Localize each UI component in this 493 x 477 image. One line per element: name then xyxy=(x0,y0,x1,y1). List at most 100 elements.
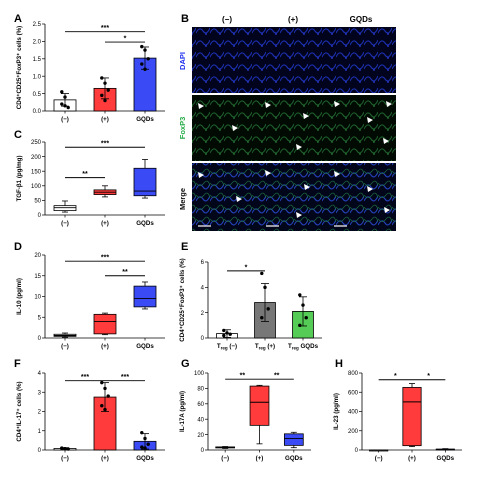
data-point xyxy=(143,436,147,441)
y-tick-label: 4 xyxy=(38,371,42,377)
x-tick-label-rest: GQDs xyxy=(299,343,319,350)
x-tick-label-sub: reg xyxy=(259,346,266,351)
y-axis-label: IL-10 (pg/ml) xyxy=(16,278,23,315)
micrograph-col-label-pos: (+) xyxy=(288,15,298,24)
y-tick-label: 200 xyxy=(348,429,359,435)
arrowhead-marker xyxy=(334,101,340,107)
y-tick-label: 800 xyxy=(348,371,359,377)
data-point xyxy=(103,407,107,412)
arrowhead-marker xyxy=(367,117,373,123)
y-tick-label: 0 xyxy=(38,448,42,454)
arrowhead-marker xyxy=(367,186,373,192)
y-axis-label: CD4⁺CD25⁺FoxP3⁺ cells (%) xyxy=(16,26,23,109)
data-point xyxy=(60,102,64,106)
data-point xyxy=(263,285,267,290)
y-tick-label: 400 xyxy=(348,410,359,416)
arrowhead-marker xyxy=(198,103,204,109)
charts-layer: 0.0 0.5 1.0 1.5 2.0 2.5 CD4⁺CD25⁺FoxP3⁺ cells … xyxy=(16,22,462,462)
panel-letter-a: A xyxy=(14,13,22,25)
x-tick-label: (−) xyxy=(61,343,69,350)
box-1 xyxy=(93,313,117,335)
box-2 xyxy=(133,167,157,197)
arrowhead-marker xyxy=(303,113,309,119)
arrowhead-marker xyxy=(236,196,242,202)
y-tick-label: 250 xyxy=(31,140,42,146)
panel-letter-e: E xyxy=(181,241,188,253)
y-tick-label: 6 xyxy=(201,260,205,266)
y-tick-label: 40 xyxy=(197,417,204,423)
y-tick-label: 20 xyxy=(34,253,41,259)
x-tick-label-rest: (+) xyxy=(266,343,275,350)
significance-label: * xyxy=(245,264,248,271)
panel-letter-g: G xyxy=(181,358,190,370)
data-point xyxy=(222,333,226,338)
significance-label: ** xyxy=(240,373,246,380)
y-tick-label: 1.5 xyxy=(33,57,42,63)
significance-label: *** xyxy=(81,374,89,381)
micrograph-arrowheads xyxy=(198,101,392,218)
significance-label: * xyxy=(394,373,397,380)
micrograph-col-label-gqds: GQDs xyxy=(350,15,373,24)
x-tick-label-main: T xyxy=(255,343,259,350)
box-2 xyxy=(283,433,304,446)
y-tick-label: 600 xyxy=(348,390,359,396)
y-tick-label: 3 xyxy=(38,390,42,396)
x-tick-label: (+) xyxy=(101,220,109,227)
data-point xyxy=(63,95,67,99)
x-tick-label-sub: reg xyxy=(292,346,299,351)
data-point xyxy=(146,57,150,61)
y-tick-label: 0 xyxy=(38,336,42,342)
y-tick-label: 0.5 xyxy=(33,92,42,98)
x-tick-label: (+) xyxy=(408,455,416,462)
y-tick-label: 2.5 xyxy=(33,22,42,28)
arrowhead-marker xyxy=(296,212,302,218)
data-point xyxy=(298,323,302,328)
x-tick-label: (−) xyxy=(61,455,69,462)
micrograph-dapi-neg xyxy=(192,27,260,93)
y-tick-label: 1 xyxy=(38,429,42,435)
x-tick-label: GQDs xyxy=(285,455,303,462)
chart-panel-a: 0.0 0.5 1.0 1.5 2.0 2.5 CD4⁺CD25⁺FoxP3⁺ cells … xyxy=(16,22,165,123)
data-point xyxy=(63,104,67,108)
arrowhead-marker xyxy=(386,101,392,107)
significance-label: *** xyxy=(101,141,109,148)
micrograph-foxp3-gqds xyxy=(328,95,396,161)
y-tick-label: 0 xyxy=(201,336,205,342)
x-tick-label: (+) xyxy=(101,455,109,462)
y-tick-label: 10 xyxy=(34,295,41,301)
y-tick-label: 50 xyxy=(34,199,41,205)
data-point xyxy=(140,430,144,435)
data-point xyxy=(260,316,264,320)
micrograph-dapi-pos xyxy=(260,27,328,93)
data-point xyxy=(100,404,104,408)
micrograph-col-label-neg: (−) xyxy=(222,15,232,24)
x-tick-label: GQDs xyxy=(136,455,154,462)
x-tick-label-main: T xyxy=(217,343,221,350)
y-tick-label: 4 xyxy=(201,286,205,292)
micrograph-dapi-gqds xyxy=(328,27,396,93)
data-point xyxy=(301,303,305,307)
significance-label: *** xyxy=(101,255,109,262)
arrowhead-marker xyxy=(232,125,238,131)
significance-label: *** xyxy=(121,374,129,381)
micrograph-foxp3-neg xyxy=(192,95,260,161)
data-point xyxy=(100,380,104,385)
y-tick-label: 2 xyxy=(38,410,42,416)
micrograph-merge-pos xyxy=(260,163,328,231)
chart-panel-h: 0 200 400 600 800 IL-23 (pg/ml) (−) (+) GQDs * * xyxy=(333,371,462,462)
chart-panel-c: 0 50 100 150 200 250 TGF-β1 (pg/mg) (−) (+) GQDs *… xyxy=(16,140,165,227)
box-2 xyxy=(133,285,157,308)
y-tick-label: 0.0 xyxy=(33,109,42,115)
y-axis-label: CD4⁺IL-17⁺ cells (%) xyxy=(16,381,23,441)
x-tick-label: Treg (+) xyxy=(255,343,275,351)
box-1 xyxy=(249,385,270,426)
data-point xyxy=(66,105,70,110)
y-axis-label: IL-17A (pg/ml) xyxy=(179,391,186,432)
data-point xyxy=(304,316,308,320)
x-tick-label: GQDs xyxy=(136,116,154,123)
data-point xyxy=(140,445,144,449)
chart-panel-f: 0 1 2 3 4 CD4⁺IL-17⁺ cells (%) (−) (+) GQDs *** **… xyxy=(16,371,165,462)
y-tick-label: 100 xyxy=(194,371,205,377)
